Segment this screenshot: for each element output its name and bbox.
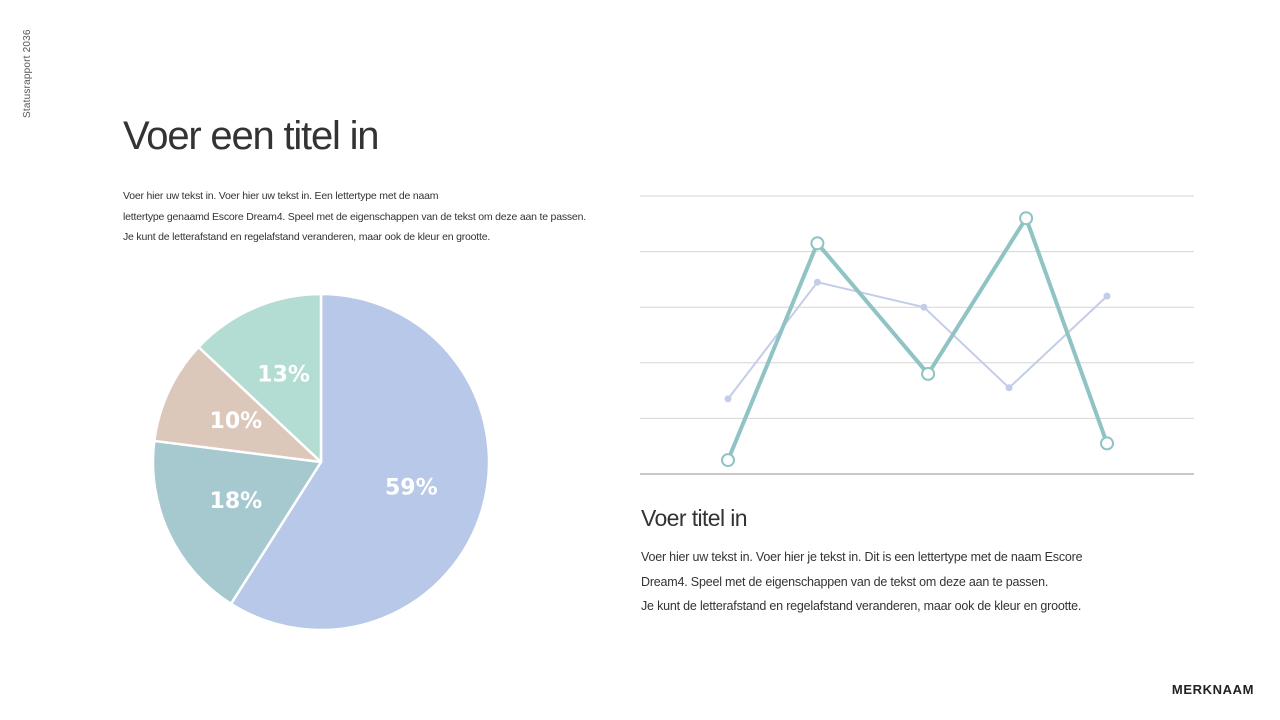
data-point: [1005, 384, 1013, 392]
data-point: [721, 453, 735, 468]
pie-slice: [151, 439, 323, 606]
data-point: [724, 395, 732, 403]
data-point: [921, 366, 936, 381]
data-point: [810, 236, 825, 251]
series-line: [726, 216, 1109, 463]
section-text-line: Voer hier uw tekst in. Voer hier je teks…: [641, 550, 1083, 564]
intro-text: Voer hier uw tekst in. Voer hier uw teks…: [123, 186, 613, 248]
pie-chart: 59% 18% 10% 13%: [151, 292, 491, 632]
pie-slice-label: 10%: [210, 409, 263, 434]
data-point: [1019, 211, 1034, 226]
intro-line: Je kunt de letterafstand en regelafstand…: [123, 231, 491, 243]
data-point: [813, 278, 821, 286]
pie-slice: [153, 345, 323, 464]
pie-slice: [229, 292, 491, 632]
intro-line: lettertype genaamd Escore Dream4. Speel …: [123, 210, 586, 223]
section-text-line: Dream4. Speel met de eigenschappen van d…: [641, 574, 1049, 589]
pie-slice-label: 18%: [210, 489, 263, 514]
data-point: [1100, 436, 1114, 451]
pie-slice-label: 59%: [385, 475, 438, 500]
data-point: [920, 303, 928, 311]
section-text: Voer hier uw tekst in. Voer hier je teks…: [641, 545, 1201, 619]
pie-slice-label: 13%: [257, 363, 310, 388]
series-line: [727, 281, 1108, 400]
page-title: Voer een titel in: [123, 114, 380, 158]
line-chart: [640, 195, 1194, 475]
report-side-label: Statusrapport 2036: [22, 29, 33, 118]
pie-slice: [197, 292, 323, 464]
brand-name: MERKNAAM: [1171, 682, 1254, 697]
section-text-line: Je kunt de letterafstand en regelafstand…: [641, 599, 1082, 613]
intro-line: Voer hier uw tekst in. Voer hier uw teks…: [123, 190, 439, 202]
data-point: [1103, 292, 1111, 300]
section-subtitle: Voer titel in: [641, 505, 748, 531]
